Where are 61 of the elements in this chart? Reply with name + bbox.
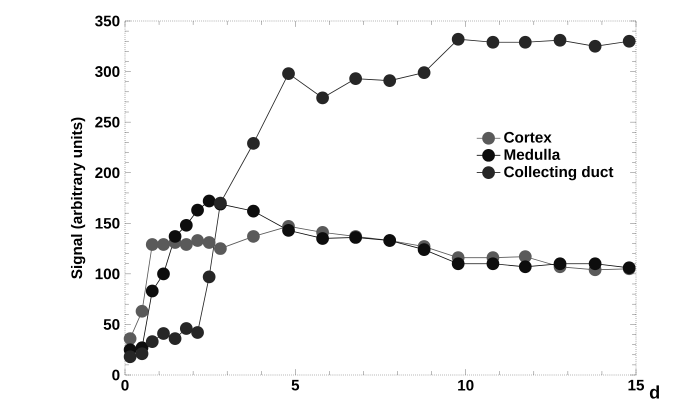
point: [157, 267, 170, 280]
point: [180, 218, 193, 232]
legend-label: Cortex: [504, 132, 552, 143]
point: [486, 36, 500, 49]
point: [191, 326, 204, 339]
y-tick-label: 200: [95, 167, 120, 178]
point: [418, 66, 430, 79]
point: [452, 32, 465, 46]
point: [588, 257, 602, 270]
point: [214, 242, 227, 255]
y-tick-label: 250: [95, 116, 120, 128]
point: [124, 332, 136, 345]
point: [136, 304, 148, 318]
y-tick-label: 100: [96, 268, 120, 280]
point: [202, 270, 216, 284]
point: [518, 36, 532, 49]
y-tick-label: 0: [112, 370, 120, 380]
point: [554, 34, 566, 47]
x-axis-title: d: [650, 385, 660, 399]
y-tick-label: 350: [95, 16, 120, 26]
x-tick-label: 15: [628, 380, 644, 391]
point: [486, 257, 500, 270]
point: [202, 236, 216, 249]
y-axis-title: Signal (arbitrary units): [70, 118, 86, 279]
y-tick-label: 50: [104, 319, 120, 330]
point: [554, 257, 566, 270]
point: [146, 284, 159, 298]
point: [157, 327, 170, 340]
point: [452, 257, 465, 270]
point: [191, 234, 204, 247]
point: [191, 204, 204, 216]
x-tick-label: 10: [458, 380, 474, 391]
x-tick-label: 5: [292, 380, 300, 391]
point: [316, 232, 329, 245]
point: [202, 194, 216, 208]
point: [247, 137, 260, 150]
point: [316, 92, 329, 104]
legend-label: Collecting duct: [504, 166, 614, 180]
y-tick-label: 150: [96, 218, 120, 229]
point: [180, 238, 193, 251]
point: [157, 238, 170, 251]
point: [136, 347, 148, 360]
point: [247, 204, 260, 218]
point: [168, 230, 182, 243]
point: [282, 67, 295, 80]
point: [622, 34, 636, 48]
point: [146, 238, 159, 251]
point: [168, 332, 182, 345]
point: [146, 335, 159, 348]
x-tick-label: 0: [121, 380, 129, 391]
point: [124, 350, 136, 364]
point: [282, 224, 295, 237]
point: [518, 260, 532, 274]
point: [383, 74, 396, 88]
point: [418, 243, 430, 256]
point: [247, 230, 260, 243]
point: [349, 72, 362, 86]
point: [588, 40, 602, 53]
point: [180, 322, 193, 335]
y-tick-label: 300: [95, 66, 120, 77]
legend-label: Medulla: [504, 148, 560, 160]
